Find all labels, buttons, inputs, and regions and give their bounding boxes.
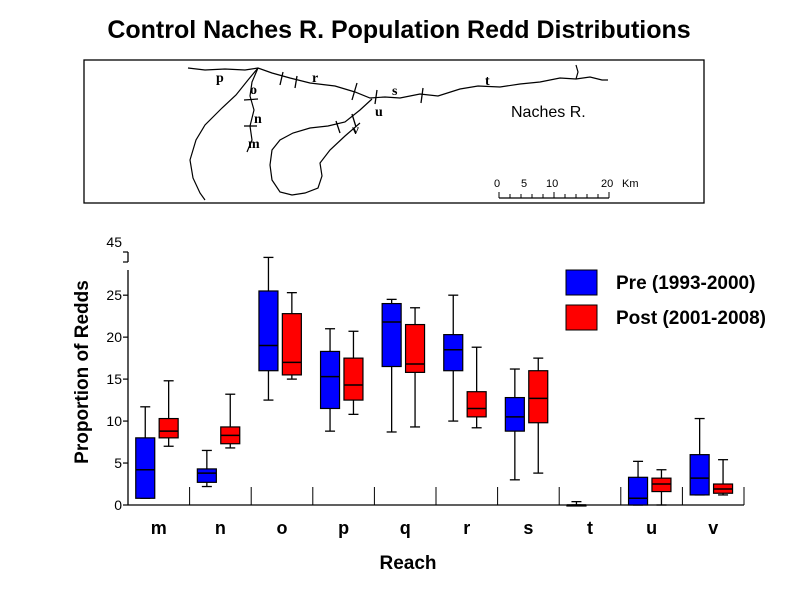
legend: Pre (1993-2000) Post (2001-2008) — [565, 269, 766, 331]
box-n-pre — [196, 449, 217, 488]
river-name-label: Naches R. — [511, 104, 586, 121]
box-body — [258, 290, 279, 372]
tributary-n-m — [246, 67, 259, 153]
x-tick-label-r: r — [463, 518, 470, 538]
scale-tick-5: 5 — [521, 178, 527, 190]
box-t-pre — [566, 500, 587, 507]
tributary-right — [575, 64, 579, 80]
map-frame — [83, 59, 705, 204]
box-o-post — [281, 292, 302, 380]
box-body — [343, 357, 364, 401]
legend-swatch-pre — [565, 269, 598, 296]
y-axis-title: Proportion of Redds — [72, 280, 93, 464]
x-tick-label-u: u — [646, 518, 657, 538]
box-v-post — [712, 459, 734, 496]
tributary-v-loop — [269, 98, 373, 196]
box-body — [281, 313, 302, 376]
box-body — [689, 454, 710, 496]
x-tick-label-t: t — [587, 518, 593, 538]
map-label-t: t — [485, 74, 490, 89]
y-tick-label: 15 — [106, 371, 122, 387]
box-p-post — [343, 330, 364, 416]
y-tick-label: 25 — [106, 287, 122, 303]
map-label-v: v — [352, 123, 359, 138]
box-body — [158, 417, 179, 439]
box-body — [504, 396, 525, 432]
box-m-pre — [135, 406, 156, 499]
box-s-pre — [504, 368, 525, 481]
box-body — [528, 370, 549, 424]
box-n-post — [220, 393, 241, 449]
box-s-post — [528, 357, 549, 474]
box-r-pre — [443, 294, 464, 422]
map-label-p: p — [216, 71, 224, 86]
box-plot: 0 5 10 15 20 25 45 m n o p q r s t u v Pre (1993-2000) Po… — [72, 234, 766, 574]
legend-label-post: Post (2001-2008) — [616, 308, 766, 329]
map-label-o: o — [250, 83, 257, 98]
box-body — [196, 468, 217, 483]
box-o-pre — [258, 256, 279, 401]
x-tick-label-s: s — [523, 518, 533, 538]
tributary-left — [189, 67, 259, 201]
box-u-post — [651, 469, 672, 506]
map-label-m: m — [248, 137, 260, 152]
box-body — [443, 334, 464, 372]
box-body — [135, 437, 156, 499]
river-map: p o n m r s t u v Naches R. 0 5 10 20 Km — [83, 59, 705, 204]
box-series — [135, 256, 734, 507]
map-label-u: u — [375, 105, 383, 120]
scale-tick-10: 10 — [546, 178, 558, 190]
legend-swatch-post — [565, 304, 598, 331]
map-label-n: n — [254, 112, 262, 127]
scale-tick-0: 0 — [494, 178, 500, 190]
y-tick-label: 5 — [114, 455, 122, 471]
box-body — [319, 350, 341, 410]
box-q-pre — [381, 298, 402, 433]
y-tick-label: 20 — [106, 329, 122, 345]
x-tick-label-v: v — [708, 518, 718, 538]
scale-tick-20: 20 — [601, 178, 613, 190]
y-tick-label-top: 45 — [106, 234, 122, 250]
box-r-post — [466, 346, 487, 429]
x-tick-label-o: o — [277, 518, 288, 538]
box-body — [466, 391, 487, 418]
map-scale-bar: 0 5 10 20 Km — [494, 178, 639, 199]
box-m-post — [158, 380, 179, 447]
box-q-post — [404, 307, 426, 428]
box-body — [651, 477, 672, 493]
x-tick-label-n: n — [215, 518, 226, 538]
box-p-pre — [319, 328, 341, 432]
box-v-pre — [689, 417, 710, 496]
x-axis-title: Reach — [379, 553, 436, 574]
map-label-s: s — [392, 84, 398, 99]
map-label-r: r — [312, 71, 318, 86]
y-tick-label: 0 — [114, 497, 122, 513]
legend-label-pre: Pre (1993-2000) — [616, 273, 755, 294]
chart-title: Control Naches R. Population Redd Distri… — [107, 16, 690, 44]
box-body — [404, 323, 426, 373]
x-tick-label-q: q — [400, 518, 411, 538]
box-u-pre — [627, 460, 649, 506]
box-body — [381, 302, 402, 368]
box-body — [627, 476, 649, 506]
scale-unit: Km — [622, 178, 639, 190]
y-tick-label: 10 — [106, 413, 122, 429]
reach-boundary-ticks — [243, 71, 424, 134]
x-tick-label-p: p — [338, 518, 349, 538]
x-tick-label-m: m — [151, 518, 167, 538]
